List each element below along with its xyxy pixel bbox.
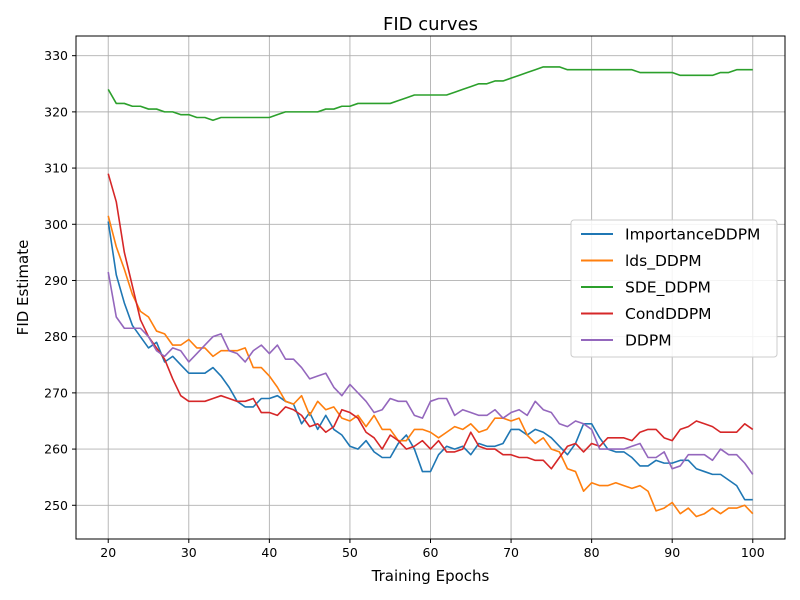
x-tick-label: 20 bbox=[100, 545, 116, 560]
y-tick-label: 280 bbox=[44, 329, 68, 344]
x-tick-label: 30 bbox=[181, 545, 197, 560]
axis-ticks: 20 30 40 50 60 70 80 90 100 250 260 270 280 290 300 310… bbox=[44, 48, 765, 560]
x-tick-label: 100 bbox=[741, 545, 765, 560]
legend-label-ddpm: DDPM bbox=[625, 332, 672, 350]
legend-label-sde-ddpm: SDE_DDPM bbox=[625, 279, 711, 298]
series-lines bbox=[107, 66, 754, 518]
x-tick-label: 90 bbox=[664, 545, 680, 560]
series-line-sde-ddpm bbox=[107, 66, 753, 122]
series-line-ddpm bbox=[107, 271, 754, 475]
y-tick-label: 330 bbox=[44, 48, 68, 63]
chart-title: FID curves bbox=[383, 14, 478, 35]
x-axis-label: Training Epochs bbox=[371, 567, 490, 585]
series-line-condddpm bbox=[107, 173, 754, 470]
x-tick-label: 70 bbox=[503, 545, 519, 560]
legend-label-condddpm: CondDDPM bbox=[625, 305, 712, 323]
series-line-lds-ddpm bbox=[107, 215, 754, 518]
y-tick-label: 260 bbox=[44, 442, 68, 457]
legend-label-lds-ddpm: lds_DDPM bbox=[625, 252, 702, 271]
y-tick-label: 320 bbox=[44, 104, 68, 119]
x-tick-label: 40 bbox=[261, 545, 277, 560]
legend: ImportanceDDPM lds_DDPM SDE_DDPM CondDDPM DD… bbox=[570, 219, 778, 358]
y-tick-label: 290 bbox=[44, 273, 68, 288]
x-tick-label: 50 bbox=[342, 545, 358, 560]
legend-box bbox=[570, 219, 778, 358]
legend-label-importanceddpm: ImportanceDDPM bbox=[625, 226, 760, 244]
y-axis-label: FID Estimate bbox=[14, 240, 32, 336]
y-tick-label: 300 bbox=[44, 217, 68, 232]
y-tick-label: 250 bbox=[44, 498, 68, 513]
series-line-importanceddpm bbox=[107, 221, 753, 501]
x-tick-label: 60 bbox=[423, 545, 439, 560]
y-tick-label: 270 bbox=[44, 385, 68, 400]
y-tick-label: 310 bbox=[44, 161, 68, 176]
x-tick-label: 80 bbox=[584, 545, 600, 560]
